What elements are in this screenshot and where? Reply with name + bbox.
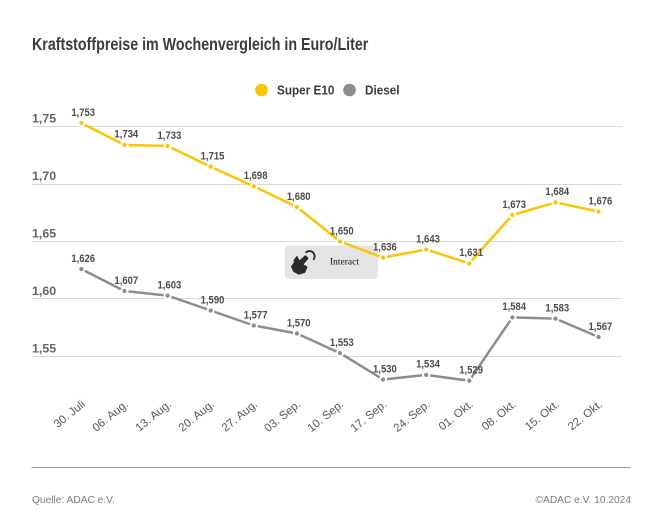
svg-text:1,553: 1,553 (330, 337, 354, 349)
svg-text:1,715: 1,715 (201, 151, 225, 163)
svg-text:1,673: 1,673 (502, 199, 526, 211)
svg-text:Super E10: Super E10 (277, 83, 335, 98)
svg-text:©ADAC e.V. 10.2024: ©ADAC e.V. 10.2024 (536, 495, 632, 506)
svg-text:1,65: 1,65 (32, 227, 56, 241)
svg-text:1,636: 1,636 (373, 242, 397, 254)
svg-text:1,734: 1,734 (114, 129, 138, 141)
svg-text:1,584: 1,584 (502, 302, 526, 314)
svg-text:1,70: 1,70 (32, 169, 56, 183)
svg-text:1,650: 1,650 (330, 226, 354, 238)
svg-text:Interact: Interact (330, 258, 359, 268)
svg-text:1,753: 1,753 (71, 107, 95, 119)
svg-text:1,607: 1,607 (114, 275, 138, 287)
svg-text:1,55: 1,55 (32, 342, 56, 356)
svg-text:1,529: 1,529 (459, 365, 483, 377)
svg-text:1,75: 1,75 (32, 112, 56, 126)
svg-text:1,631: 1,631 (459, 248, 483, 260)
svg-text:1,530: 1,530 (373, 364, 397, 376)
svg-text:1,684: 1,684 (545, 187, 569, 199)
svg-text:1,534: 1,534 (416, 359, 440, 371)
svg-text:Diesel: Diesel (365, 83, 400, 98)
svg-text:1,583: 1,583 (545, 303, 569, 315)
svg-text:1,626: 1,626 (71, 253, 95, 265)
svg-text:1,590: 1,590 (201, 295, 225, 307)
svg-text:1,570: 1,570 (287, 318, 311, 330)
svg-text:1,567: 1,567 (589, 321, 613, 333)
svg-text:1,680: 1,680 (287, 191, 311, 203)
svg-text:Kraftstoffpreise im Wochenverg: Kraftstoffpreise im Wochenvergleich in E… (32, 36, 368, 55)
svg-text:1,698: 1,698 (244, 171, 268, 183)
svg-text:1,60: 1,60 (32, 284, 56, 298)
svg-text:1,643: 1,643 (416, 234, 440, 246)
svg-text:1,603: 1,603 (158, 280, 182, 292)
svg-text:1,676: 1,676 (589, 196, 613, 208)
svg-text:1,577: 1,577 (244, 310, 268, 322)
svg-text:1,733: 1,733 (158, 130, 182, 142)
svg-text:Quelle: ADAC e.V.: Quelle: ADAC e.V. (32, 495, 115, 506)
